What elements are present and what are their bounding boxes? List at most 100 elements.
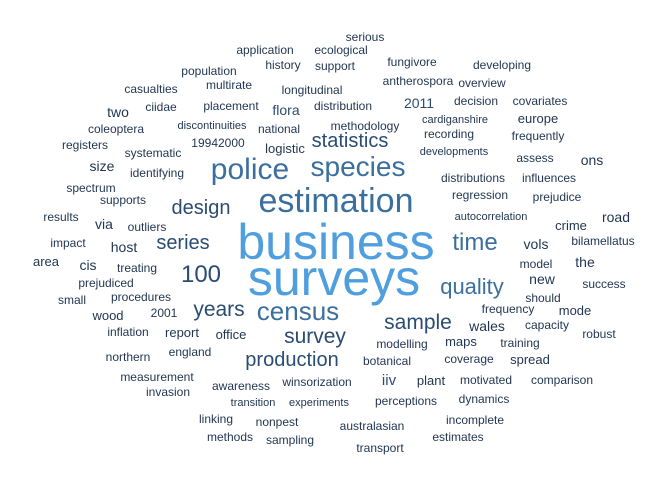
word-inflation: inflation <box>107 325 149 339</box>
word-impact: impact <box>50 236 86 250</box>
word-europe: europe <box>517 110 559 126</box>
word-regression: regression <box>451 188 509 202</box>
word-ons: ons <box>580 152 604 168</box>
word-procedures: procedures <box>110 290 172 304</box>
word-autocorrelation: autocorrelation <box>454 210 528 223</box>
word-mode: mode <box>558 302 592 318</box>
word-frequency: frequency <box>481 302 535 316</box>
word-measurement: measurement <box>120 370 194 384</box>
word-systematic: systematic <box>124 146 182 160</box>
word-support: support <box>314 59 356 73</box>
word-transport: transport <box>356 441 404 455</box>
word-the: the <box>575 254 595 270</box>
word-vols: vols <box>523 236 549 252</box>
word-perceptions: perceptions <box>374 394 438 408</box>
word-longitudinal: longitudinal <box>281 83 343 97</box>
word-outliers: outliers <box>127 220 167 234</box>
word-size: size <box>89 158 115 174</box>
word-decision: decision <box>453 94 499 108</box>
word-two: two <box>107 104 129 120</box>
word-statistics: statistics <box>311 130 389 152</box>
word-ciidae: ciidae <box>145 100 177 114</box>
word-new: new <box>529 271 555 287</box>
word-capacity: capacity <box>524 318 570 332</box>
word-sample: sample <box>384 310 452 334</box>
word-coleoptera: coleoptera <box>87 122 145 136</box>
word-methods: methods <box>206 430 254 444</box>
word-developing: developing <box>472 58 532 72</box>
word-history: history <box>265 58 301 72</box>
word-design: design <box>171 197 231 219</box>
word-motivated: motivated <box>459 373 513 387</box>
word-assess: assess <box>516 151 554 165</box>
word-ecological: ecological <box>314 43 368 57</box>
word-recording: recording <box>423 127 475 141</box>
word-2011: 2011 <box>403 95 435 111</box>
word-experiments: experiments <box>289 396 349 409</box>
word-developments: developments <box>419 145 489 158</box>
word-treating: treating <box>116 261 158 275</box>
word-awareness: awareness <box>211 379 271 393</box>
word-time: time <box>452 229 498 256</box>
word-linking: linking <box>198 412 234 426</box>
word-supports: supports <box>99 193 147 207</box>
word-australasian: australasian <box>339 419 405 433</box>
word-distribution: distribution <box>313 99 373 113</box>
word-methodology: methodology <box>330 119 400 133</box>
word-population: population <box>181 64 237 78</box>
word-overview: overview <box>458 76 506 90</box>
word-modelling: modelling <box>376 337 428 351</box>
word-results: results <box>43 210 79 224</box>
word-estimation: estimation <box>258 182 414 220</box>
word-years: years <box>193 297 245 321</box>
word-census: census <box>256 296 340 326</box>
word-prejudice: prejudice <box>532 190 582 204</box>
word-casualties: casualties <box>124 82 178 96</box>
word-19942000: 19942000 <box>191 136 245 150</box>
word-influences: influences <box>521 171 577 185</box>
word-antherospora: antherospora <box>382 74 454 88</box>
word-flora: flora <box>272 102 300 118</box>
word-placement: placement <box>203 99 259 113</box>
word-frequently: frequently <box>511 129 565 143</box>
word-police: police <box>210 153 290 186</box>
word-maps: maps <box>445 333 477 349</box>
word-iiv: iiv <box>381 371 397 389</box>
word-covariates: covariates <box>512 94 568 108</box>
word-office: office <box>215 326 247 342</box>
word-serious: serious <box>345 30 385 44</box>
word-species: species <box>310 151 406 182</box>
word-host: host <box>110 239 138 255</box>
word-national: national <box>257 122 301 136</box>
word-plant: plant <box>416 372 446 388</box>
word-winsorization: winsorization <box>282 375 352 389</box>
word-via: via <box>95 216 113 232</box>
word-report: report <box>165 324 199 340</box>
word-prejudiced: prejudiced <box>78 276 134 290</box>
word-survey: survey <box>284 324 346 348</box>
word-cardiganshire: cardiganshire <box>421 113 489 126</box>
word-series: series <box>156 232 210 254</box>
word-identifying: identifying <box>129 166 185 180</box>
word-bilamellatus: bilamellatus <box>571 234 635 248</box>
word-wales: wales <box>469 318 505 334</box>
word-dynamics: dynamics <box>458 392 510 406</box>
word-business: business <box>237 214 435 270</box>
word-spread: spread <box>510 351 550 367</box>
word-success: success <box>582 277 626 291</box>
word-application: application <box>236 43 294 57</box>
word-model: model <box>519 257 553 271</box>
word-spectrum: spectrum <box>66 181 116 195</box>
word-quality: quality <box>440 274 504 299</box>
word-distributions: distributions <box>440 171 506 185</box>
word-incomplete: incomplete <box>445 413 505 427</box>
word-small: small <box>57 293 86 307</box>
word-sampling: sampling <box>265 433 315 447</box>
word-road: road <box>601 209 631 225</box>
word-invasion: invasion <box>145 385 191 399</box>
word-registers: registers <box>61 138 108 152</box>
word-2001: 2001 <box>150 306 178 320</box>
word-botanical: botanical <box>362 354 412 368</box>
word-comparison: comparison <box>530 373 594 387</box>
